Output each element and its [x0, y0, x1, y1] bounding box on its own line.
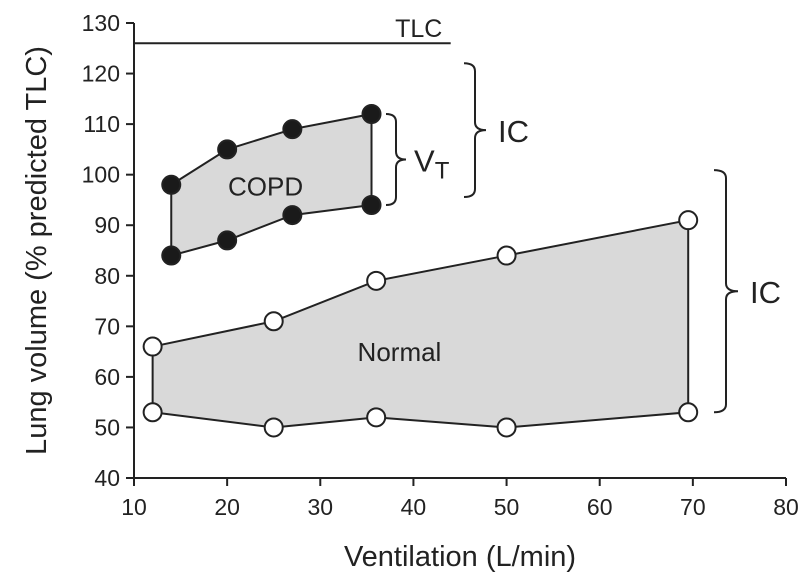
point-copd-4	[161, 245, 182, 266]
vt-label: VT	[414, 144, 450, 185]
series-labels: COPD Normal	[228, 172, 441, 367]
point-normal-0	[142, 336, 163, 357]
point-normal-3	[496, 245, 517, 266]
y-tick-label-40: 40	[94, 465, 120, 491]
point-copd-2	[282, 119, 303, 140]
y-ticks: 40 50 60 70 80 90 100 110 120 130	[82, 10, 134, 491]
y-tick-label-90: 90	[94, 212, 120, 238]
vt-label-main: V	[414, 144, 435, 179]
x-axis-label: Ventilation (L/min)	[344, 541, 576, 573]
vt-label-subscript: T	[435, 158, 450, 185]
series-area-normal	[151, 218, 690, 429]
point-normal-5	[142, 402, 163, 423]
x-tick-label-40: 40	[401, 494, 427, 520]
vt-bracket	[385, 113, 407, 206]
x-tick-label-70: 70	[680, 494, 706, 520]
point-normal-4	[678, 210, 699, 231]
point-copd-6	[282, 205, 303, 226]
y-tick-label-60: 60	[94, 364, 120, 390]
x-tick-label-60: 60	[587, 494, 613, 520]
series-label-normal: Normal	[358, 337, 442, 367]
y-tick-label-110: 110	[83, 111, 120, 137]
point-copd-3	[361, 104, 382, 124]
point-normal-7	[366, 407, 387, 428]
point-copd-5	[217, 230, 238, 251]
point-normal-2	[366, 270, 387, 291]
point-copd-0	[161, 174, 182, 195]
point-normal-9	[678, 402, 699, 423]
point-normal-8	[496, 417, 517, 438]
y-tick-label-130: 130	[82, 10, 120, 36]
x-tick-label-20: 20	[214, 494, 240, 520]
x-tick-label-50: 50	[494, 494, 520, 520]
point-copd-1	[217, 139, 238, 160]
x-tick-label-10: 10	[121, 494, 147, 520]
point-normal-1	[263, 311, 284, 332]
tlc-label: TLC	[395, 15, 442, 43]
ic-normal-label: IC	[750, 275, 781, 310]
ic-normal-bracket	[713, 169, 739, 414]
x-ticks: 10 20 30 40 50 60 70 80	[121, 478, 799, 520]
ic-copd-label: IC	[498, 114, 529, 149]
series-areas	[151, 112, 690, 429]
series-label-copd: COPD	[228, 172, 303, 202]
x-tick-label-30: 30	[307, 494, 333, 520]
point-copd-7	[361, 195, 382, 215]
brackets: VT IC IC	[385, 62, 781, 414]
tlc-line-group: TLC	[134, 15, 451, 45]
y-tick-label-120: 120	[82, 61, 120, 87]
x-tick-label-80: 80	[773, 494, 799, 520]
y-tick-label-80: 80	[94, 263, 120, 289]
y-tick-label-50: 50	[94, 414, 120, 440]
series-markers	[142, 104, 699, 438]
axes: 10 20 30 40 50 60 70 80 40 50 60 70 80 90 100 110 120 13…	[21, 10, 799, 573]
ic-copd-bracket	[463, 62, 487, 198]
point-normal-6	[263, 417, 284, 438]
y-tick-label-70: 70	[94, 313, 120, 339]
y-axis-label: Lung volume (% predicted TLC)	[21, 46, 53, 455]
y-tick-label-100: 100	[82, 162, 120, 188]
